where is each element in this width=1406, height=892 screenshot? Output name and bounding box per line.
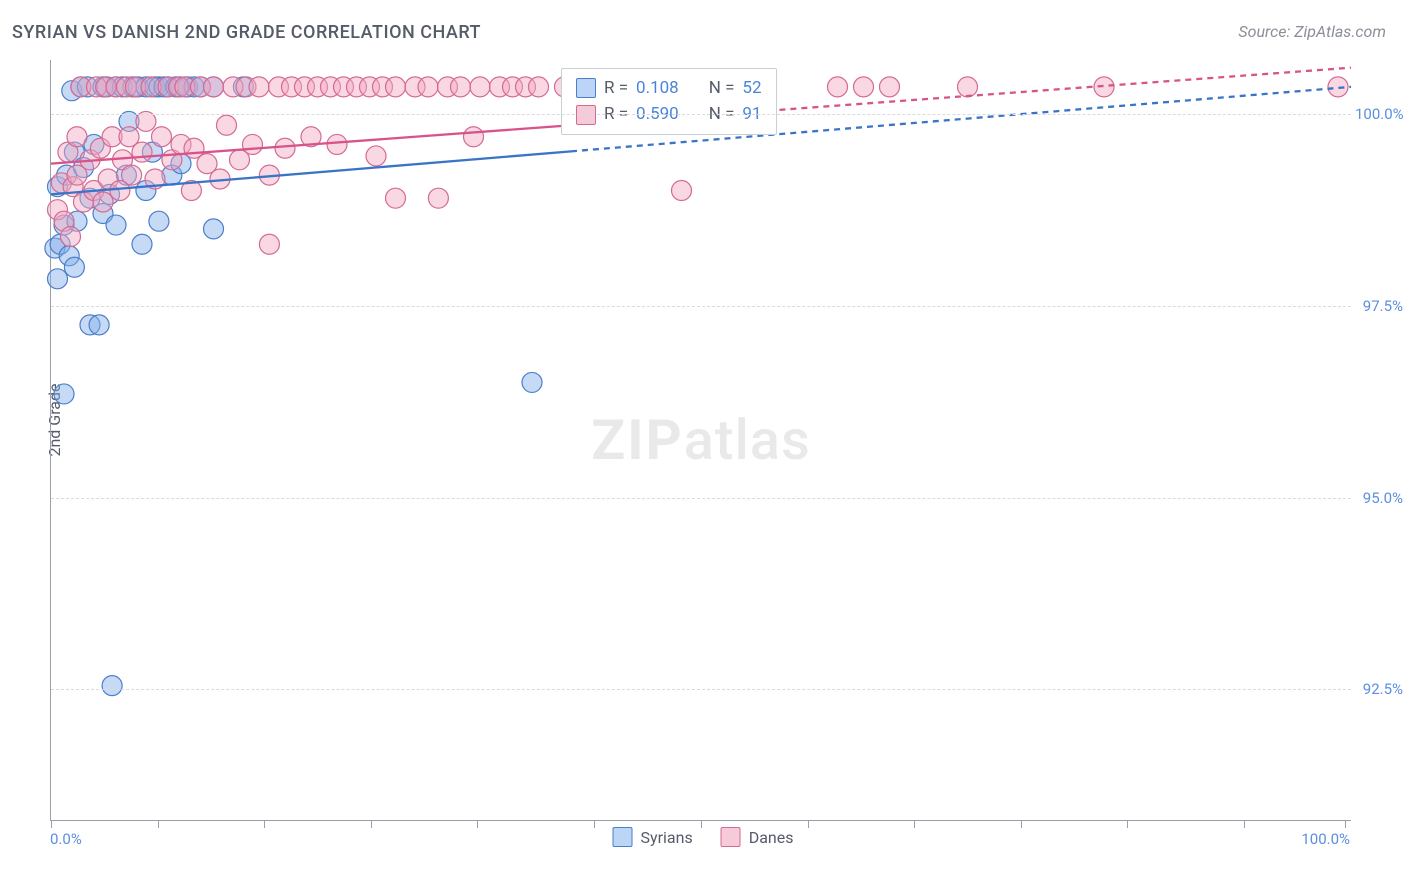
gridline [51, 114, 1351, 115]
stats-r-label: R = [604, 75, 628, 101]
scatter-point-syrians [102, 676, 122, 696]
legend-swatch-icon [613, 827, 633, 847]
scatter-point-danes [854, 77, 874, 97]
scatter-point-danes [61, 227, 81, 247]
stats-n-value: 52 [742, 75, 761, 101]
scatter-point-danes [366, 146, 386, 166]
scatter-point-danes [93, 192, 113, 212]
legend-label: Syrians [641, 828, 693, 847]
gridline [51, 689, 1351, 690]
scatter-point-danes [672, 181, 692, 201]
scatter-point-danes [828, 77, 848, 97]
x-tick [51, 820, 52, 828]
stats-row: R = 0.108 N = 52 [576, 75, 762, 101]
scatter-point-danes [204, 77, 224, 97]
scatter-point-danes [217, 115, 237, 135]
scatter-point-danes [243, 134, 263, 154]
scatter-point-syrians [54, 384, 74, 404]
scatter-point-danes [386, 188, 406, 208]
gridline [51, 498, 1351, 499]
scatter-point-syrians [132, 234, 152, 254]
legend-swatch-icon [721, 827, 741, 847]
plot-svg [51, 60, 1351, 820]
scatter-point-syrians [106, 215, 126, 235]
legend: Syrians Danes [613, 827, 794, 847]
scatter-point-danes [1094, 77, 1114, 97]
scatter-point-danes [327, 134, 347, 154]
scatter-point-danes [470, 77, 490, 97]
x-tick [371, 820, 372, 828]
stats-swatch-icon [576, 78, 596, 98]
y-tick-label: 100.0% [1355, 105, 1403, 123]
scatter-point-danes [529, 77, 549, 97]
x-tick [1244, 820, 1245, 828]
chart-title: SYRIAN VS DANISH 2ND GRADE CORRELATION C… [12, 22, 481, 43]
source-attribution: Source: ZipAtlas.com [1238, 22, 1386, 41]
y-tick-label: 95.0% [1355, 489, 1403, 507]
x-tick [158, 820, 159, 828]
legend-item: Syrians [613, 827, 693, 847]
y-tick-label: 97.5% [1355, 297, 1403, 315]
stats-r-value: 0.108 [636, 75, 679, 101]
scatter-point-danes [132, 142, 152, 162]
scatter-point-danes [249, 77, 269, 97]
gridline [51, 306, 1351, 307]
plot-area: ZIPatlas R =0.108N =52R =0.590N =91 92.5… [50, 60, 1351, 821]
x-axis-max-label: 100.0% [1301, 830, 1350, 848]
x-tick [808, 820, 809, 828]
scatter-point-danes [418, 77, 438, 97]
scatter-point-danes [451, 77, 471, 97]
stats-n-label: N = [709, 75, 735, 101]
x-tick [264, 820, 265, 828]
scatter-point-danes [122, 165, 142, 185]
scatter-point-danes [880, 77, 900, 97]
scatter-point-syrians [204, 219, 224, 239]
chart-container: SYRIAN VS DANISH 2ND GRADE CORRELATION C… [0, 0, 1406, 892]
scatter-point-syrians [48, 269, 68, 289]
scatter-point-danes [1328, 77, 1348, 97]
scatter-point-danes [152, 127, 172, 147]
scatter-point-syrians [64, 257, 84, 277]
scatter-point-danes [67, 127, 87, 147]
scatter-point-danes [275, 138, 295, 158]
scatter-point-danes [386, 77, 406, 97]
scatter-point-syrians [89, 315, 109, 335]
scatter-point-syrians [522, 372, 542, 392]
scatter-point-danes [259, 234, 279, 254]
x-tick [477, 820, 478, 828]
y-tick-label: 92.5% [1355, 680, 1403, 698]
x-tick [1127, 820, 1128, 828]
x-tick [1021, 820, 1022, 828]
stats-box: R =0.108N =52R =0.590N =91 [561, 68, 777, 135]
legend-label: Danes [749, 828, 794, 847]
x-tick [914, 820, 915, 828]
legend-item: Danes [721, 827, 794, 847]
scatter-point-danes [464, 127, 484, 147]
scatter-point-danes [428, 188, 448, 208]
x-tick [1345, 820, 1346, 828]
x-tick [594, 820, 595, 828]
scatter-point-syrians [149, 211, 169, 231]
x-axis-min-label: 0.0% [50, 830, 82, 848]
scatter-point-danes [958, 77, 978, 97]
